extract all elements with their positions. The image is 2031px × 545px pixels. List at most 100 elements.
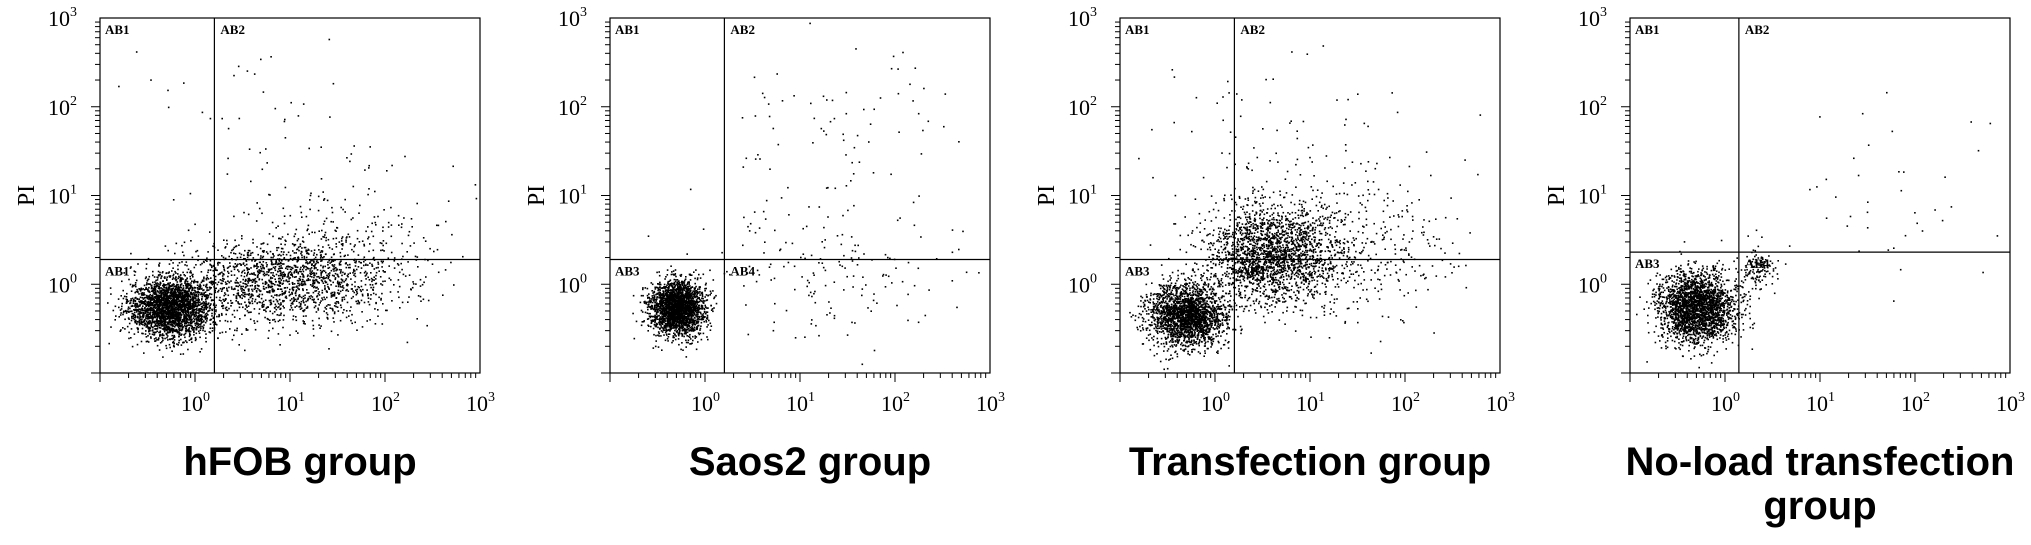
event-dot	[648, 315, 651, 317]
event-dot	[201, 311, 204, 313]
event-dot	[230, 305, 232, 307]
event-dot	[171, 320, 173, 323]
event-dot	[163, 322, 166, 325]
event-dot	[316, 286, 318, 289]
event-dot	[172, 299, 174, 301]
event-dot	[170, 297, 173, 300]
event-dot	[147, 257, 150, 260]
event-dot	[281, 277, 284, 280]
event-dot	[164, 316, 166, 319]
event-dot	[236, 282, 239, 284]
event-dot	[162, 298, 165, 300]
event-dot	[183, 324, 186, 327]
event-dot	[228, 307, 230, 310]
event-dot	[259, 290, 261, 293]
event-dot	[242, 285, 244, 288]
event-dot	[424, 240, 427, 242]
event-dot	[267, 318, 269, 321]
event-dot	[209, 259, 212, 262]
event-dot	[168, 321, 170, 323]
event-dot	[234, 263, 237, 265]
event-dot	[206, 306, 209, 309]
event-dot	[377, 266, 379, 269]
event-dot	[404, 275, 407, 277]
event-dot	[198, 330, 200, 333]
event-dot	[147, 303, 150, 306]
event-dot	[268, 290, 271, 292]
event-dot	[356, 237, 359, 240]
event-dot	[148, 313, 150, 315]
event-dot	[130, 266, 132, 268]
event-dot	[308, 295, 311, 298]
event-dot	[281, 272, 283, 274]
event-dot	[315, 287, 317, 289]
event-dot	[379, 242, 382, 244]
event-dot	[178, 286, 181, 289]
event-dot	[283, 215, 286, 217]
event-dot	[655, 340, 657, 342]
event-dot	[328, 274, 331, 276]
event-dot	[207, 289, 210, 291]
event-dot	[230, 286, 233, 288]
event-dot	[326, 316, 328, 319]
event-dot	[129, 310, 132, 313]
event-dot	[170, 299, 173, 302]
event-dot	[171, 313, 174, 316]
event-dot	[382, 244, 384, 247]
event-dot	[147, 300, 150, 303]
event-dot	[354, 272, 356, 275]
event-dot	[185, 329, 188, 331]
event-dot	[339, 263, 342, 266]
event-dot	[167, 249, 169, 252]
event-dot	[262, 266, 264, 269]
event-dot	[414, 255, 417, 258]
event-dot	[217, 273, 220, 276]
event-dot	[231, 302, 234, 304]
event-dot	[181, 308, 183, 310]
x-tick-label: 102	[371, 390, 400, 416]
event-dot	[191, 305, 194, 308]
event-dot	[322, 282, 325, 284]
event-dot	[190, 293, 193, 295]
event-dot	[317, 195, 320, 198]
event-dot	[198, 326, 200, 329]
event-dot	[315, 260, 318, 263]
event-dot	[138, 311, 140, 313]
event-dot	[406, 251, 408, 253]
event-dot	[189, 320, 192, 323]
event-dot	[263, 309, 265, 311]
event-dot	[386, 309, 388, 312]
event-dot	[260, 263, 263, 266]
event-dot	[179, 283, 182, 286]
event-dot	[703, 310, 706, 313]
event-dot	[171, 331, 174, 334]
event-dot	[196, 315, 199, 318]
event-dot	[192, 292, 195, 294]
event-dot	[134, 304, 137, 307]
event-dot	[301, 284, 304, 287]
event-dot	[144, 299, 147, 302]
event-dot	[319, 302, 321, 304]
event-dot	[186, 283, 189, 285]
event-dot	[362, 288, 364, 291]
event-dot	[295, 289, 298, 291]
event-dot	[239, 263, 241, 265]
event-dot	[132, 302, 135, 304]
event-dot	[195, 299, 197, 301]
event-dot	[152, 305, 154, 307]
event-dot	[270, 276, 272, 279]
event-dot	[189, 300, 192, 302]
event-dot	[197, 317, 200, 320]
event-dot	[178, 325, 181, 328]
event-dot	[325, 305, 328, 307]
event-dot	[181, 251, 184, 253]
event-dot	[306, 275, 309, 278]
event-dot	[281, 290, 283, 293]
event-dot	[324, 288, 326, 291]
event-dot	[164, 321, 167, 324]
event-dot	[272, 263, 275, 266]
event-dot	[325, 253, 327, 255]
event-dot	[137, 263, 139, 265]
event-dot	[219, 273, 221, 275]
event-dot	[212, 281, 215, 283]
